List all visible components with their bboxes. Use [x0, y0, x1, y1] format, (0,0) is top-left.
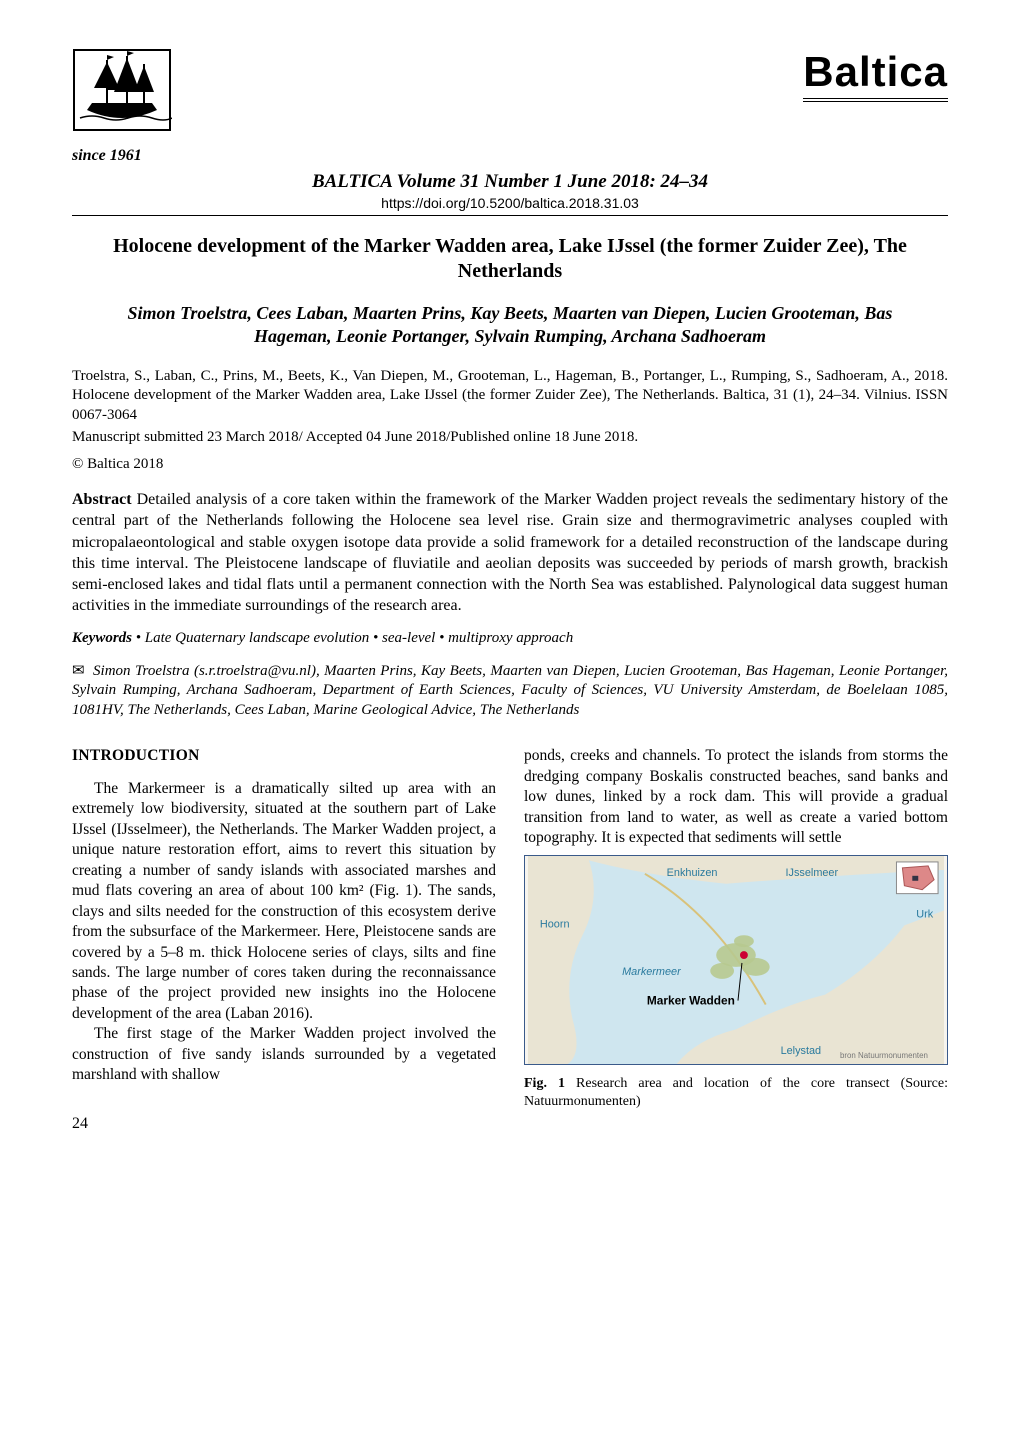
figure-1-svg: Enkhuizen IJsselmeer Hoorn Urk Markermee… — [525, 856, 947, 1064]
header-rule — [72, 215, 948, 216]
header-row: since 1961 Baltica — [72, 48, 948, 165]
right-column: ponds, creeks and channels. To protect t… — [524, 746, 948, 1111]
label-lelystad: Lelystad — [781, 1045, 822, 1057]
correspondence-text: Simon Troelstra (s.r.troelstra@vu.nl), M… — [72, 663, 948, 718]
body-columns: INTRODUCTION The Markermeer is a dramati… — [72, 746, 948, 1111]
doi-line: https://doi.org/10.5200/baltica.2018.31.… — [72, 195, 948, 211]
keywords-block: Keywords • Late Quaternary landscape evo… — [72, 630, 948, 647]
figure-1-caption-text: Research area and location of the core t… — [524, 1076, 948, 1109]
citation-block: Troelstra, S., Laban, C., Prins, M., Bee… — [72, 367, 948, 426]
copyright-line: © Baltica 2018 — [72, 456, 948, 473]
volume-line: BALTICA Volume 31 Number 1 June 2018: 24… — [72, 171, 948, 193]
label-marker-wadden: Marker Wadden — [647, 993, 735, 1007]
ship-logo-icon — [72, 48, 172, 148]
abstract-text: Detailed analysis of a core taken within… — [72, 491, 948, 614]
label-credit: bron Natuurmonumenten — [840, 1051, 928, 1060]
journal-name-block: Baltica — [803, 48, 948, 102]
inset-highlight — [912, 876, 918, 881]
page-number: 24 — [72, 1115, 88, 1133]
paper-title: Holocene development of the Marker Wadde… — [92, 234, 928, 284]
label-hoorn: Hoorn — [540, 918, 570, 930]
journal-logo: since 1961 — [72, 48, 182, 165]
intro-paragraph-cont: ponds, creeks and channels. To protect t… — [524, 746, 948, 848]
figure-1-caption: Fig. 1 Research area and location of the… — [524, 1075, 948, 1111]
section-heading-introduction: INTRODUCTION — [72, 746, 496, 766]
figure-1-caption-label: Fig. 1 — [524, 1076, 565, 1091]
author-list: Simon Troelstra, Cees Laban, Maarten Pri… — [92, 302, 928, 349]
page-root: { "header": { "since": "since 1961", "ba… — [0, 0, 1020, 1151]
intro-paragraph-1: The Markermeer is a dramatically silted … — [72, 779, 496, 1024]
left-column: INTRODUCTION The Markermeer is a dramati… — [72, 746, 496, 1111]
abstract-label: Abstract — [72, 491, 132, 508]
manuscript-dates: Manuscript submitted 23 March 2018/ Acce… — [72, 429, 948, 446]
correspondence-block: ✉ Simon Troelstra (s.r.troelstra@vu.nl),… — [72, 661, 948, 721]
label-urk: Urk — [916, 908, 933, 920]
journal-name: Baltica — [803, 48, 948, 102]
label-markermeer: Markermeer — [622, 966, 681, 978]
intro-paragraph-2: The first stage of the Marker Wadden pro… — [72, 1024, 496, 1085]
envelope-icon: ✉ — [72, 662, 85, 679]
figure-1-map: Enkhuizen IJsselmeer Hoorn Urk Markermee… — [524, 855, 948, 1065]
label-enkhuizen: Enkhuizen — [667, 867, 718, 879]
keywords-text: • Late Quaternary landscape evolution • … — [132, 630, 573, 646]
label-ijsselmeer: IJsselmeer — [786, 867, 839, 879]
since-text: since 1961 — [72, 147, 182, 165]
abstract-block: Abstract Detailed analysis of a core tak… — [72, 489, 948, 616]
map-marker-icon — [740, 951, 748, 959]
keywords-label: Keywords — [72, 630, 132, 646]
